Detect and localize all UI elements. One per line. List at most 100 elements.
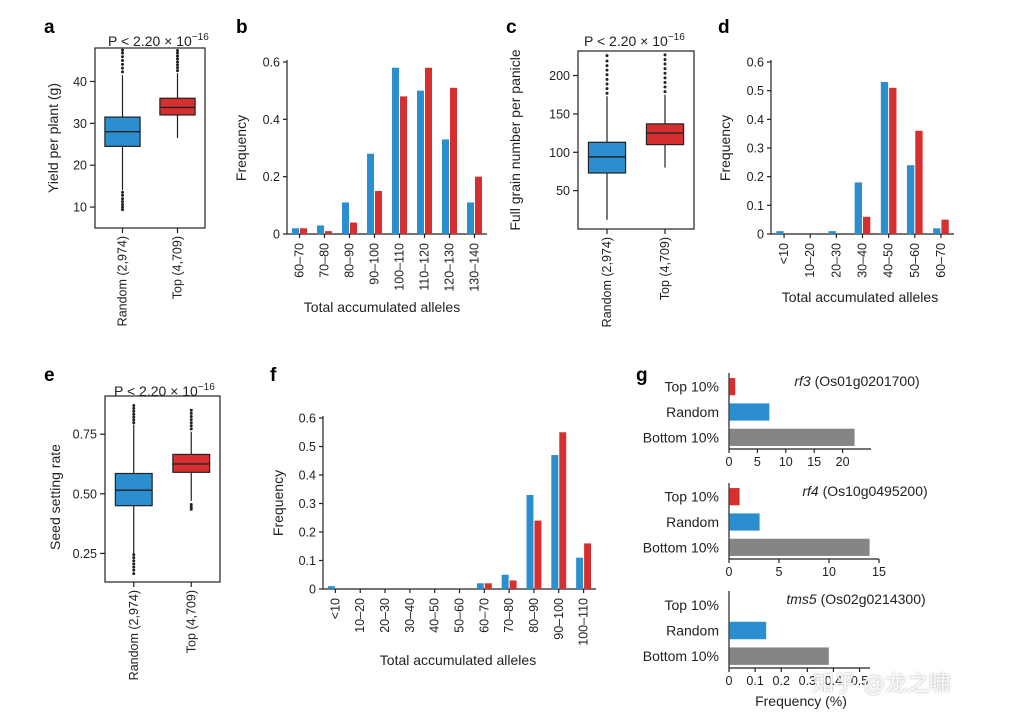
outlier-point <box>121 51 124 55</box>
panel-letter-b: b <box>236 17 248 38</box>
outlier-point <box>189 408 193 412</box>
outlier-point <box>121 190 124 194</box>
x-tick-label: 20–30 <box>378 598 392 633</box>
y-tick-label: 10 <box>73 201 87 215</box>
gene-title: tms5 (Os02g0214300) <box>786 591 925 607</box>
bar-random <box>442 139 449 234</box>
x-tick-label: 60–70 <box>934 243 948 278</box>
gene-name: tms5 <box>786 591 817 607</box>
x-tick-label: 0.4 <box>825 674 842 688</box>
x-tick-label: 80–90 <box>343 243 357 278</box>
bar-random <box>367 153 374 234</box>
outlier-point <box>663 80 667 84</box>
x-tick-label: 15 <box>807 455 821 469</box>
gene-title: rf3 (Os01g0201700) <box>794 373 919 389</box>
outlier-point <box>176 66 179 70</box>
y-tick-label: 0.1 <box>299 554 316 568</box>
gene-locus: (Os02g0214300) <box>817 591 926 607</box>
x-tick-label: <10 <box>777 243 791 264</box>
outlier-point <box>663 53 667 57</box>
y-tick-label: 0.6 <box>747 56 764 70</box>
bar-top <box>889 87 897 234</box>
x-tick-label: 5 <box>754 455 761 469</box>
outlier-point <box>605 54 609 58</box>
x-tick-label: <10 <box>328 598 342 619</box>
boxplot-a: 10 20 30 40 Yield per plant (g) P < 2.20 × 10… <box>45 32 209 326</box>
y-tick-label: 200 <box>549 69 570 83</box>
bar-random <box>476 583 484 589</box>
x-tick-label: 0 <box>726 565 733 579</box>
bar-top <box>425 67 432 234</box>
row-label: Bottom 10% <box>643 539 719 555</box>
outlier-point <box>189 503 193 506</box>
bar-random <box>551 455 559 589</box>
x-tick-label: 15 <box>872 565 886 579</box>
row-label: Bottom 10% <box>643 648 719 664</box>
row-label: Top 10% <box>665 597 719 613</box>
outlier-point <box>663 71 667 75</box>
x-tick-label: 0.1 <box>746 674 763 688</box>
box-random: Random (2,974) <box>104 48 141 326</box>
y-axis-label: Seed setting rate <box>47 444 63 550</box>
outlier-point <box>176 51 179 55</box>
x-tick-label: 50–60 <box>908 243 922 278</box>
outlier-point <box>663 57 667 61</box>
bar-random <box>342 202 349 234</box>
bar-random <box>417 90 424 235</box>
x-tick-label: 30–40 <box>403 598 417 633</box>
outlier-point <box>132 572 136 576</box>
outlier-point <box>132 562 136 566</box>
y-tick-label: 0.2 <box>747 170 764 184</box>
row-label: Top 10% <box>665 489 719 505</box>
bar-top <box>941 219 949 234</box>
x-tick-label: 30–40 <box>856 243 870 278</box>
bar-top <box>375 191 382 234</box>
x-category-label: Top (4,709) <box>184 590 198 653</box>
y-tick-label: 40 <box>73 75 87 89</box>
y-tick-label: 0 <box>273 228 280 242</box>
watermark-text: 知乎 @龙之啸 <box>812 672 951 697</box>
x-axis-label: Total accumulated alleles <box>380 652 536 668</box>
outlier-point <box>189 507 193 511</box>
plot-frame <box>94 47 206 229</box>
row-label: Bottom 10% <box>643 429 719 445</box>
bar-random <box>526 494 534 589</box>
barchart-b: 0 0.2 0.4 0.6 Frequency Total accumulated all… <box>233 56 487 315</box>
bar-top <box>325 231 332 234</box>
bar-random <box>317 225 324 234</box>
bar-top <box>350 222 357 234</box>
outlier-point <box>605 77 609 81</box>
bar-bottom <box>729 538 870 556</box>
outlier-point <box>176 49 179 53</box>
x-tick-label: 5 <box>776 565 783 579</box>
p-value-annotation: P < 2.20 × 10−16 <box>108 32 209 49</box>
outlier-point <box>663 67 667 71</box>
boxplot-c: 50 100 150 200 Full grain number per panicle… <box>507 32 695 327</box>
bar-top <box>450 87 457 234</box>
bar-top <box>863 216 871 234</box>
x-category-label: Top (4,709) <box>171 236 185 299</box>
x-category-label: Random (2,974) <box>116 236 130 326</box>
outlier-point <box>132 559 136 563</box>
boxplot-e: 0.25 0.50 0.75 Seed setting rate P < 2.20 × … <box>47 382 221 680</box>
y-tick-label: 0.4 <box>747 113 764 127</box>
outlier-point <box>132 418 136 422</box>
bar-top <box>729 488 740 506</box>
hbar-panel-rf3: 0 5 10 15 20 rf3 (Os01g0201700) Top 10% Random B… <box>643 373 920 469</box>
y-axis-label: Frequency <box>270 470 286 536</box>
y-tick-label: 0.2 <box>263 170 280 184</box>
bar-random <box>854 182 862 234</box>
outlier-point <box>605 64 609 68</box>
p-value-annotation: P < 2.20 × 10−16 <box>584 32 685 49</box>
y-tick-label: 0 <box>757 228 764 242</box>
outlier-point <box>121 208 124 212</box>
x-tick-label: 10 <box>779 455 793 469</box>
p-value-text: P < 2.20 × 10 <box>114 383 198 399</box>
bar-top <box>509 580 517 589</box>
outlier-point <box>605 68 609 72</box>
bar-random <box>327 586 335 589</box>
bar-top <box>400 96 407 235</box>
bar-random <box>501 574 509 589</box>
bar-random <box>828 231 836 234</box>
